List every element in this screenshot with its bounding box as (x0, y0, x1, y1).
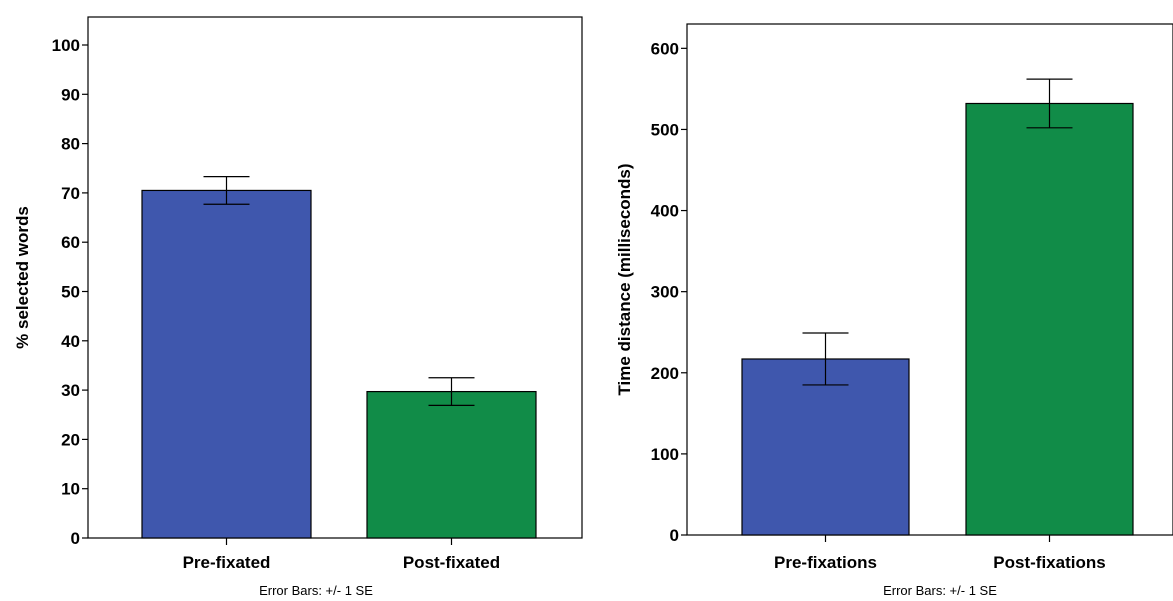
plot-frame (87, 16, 583, 539)
bar-pre-fixated (141, 189, 312, 539)
bar-post-fixated (366, 390, 537, 539)
y-tick-label: 40 (61, 332, 80, 351)
y-tick-label: 70 (61, 184, 80, 203)
x-category-label: Pre-fixated (183, 553, 271, 572)
x-category-label: Pre-fixations (774, 553, 877, 572)
y-tick-label: 100 (52, 36, 80, 55)
y-tick-label: 0 (71, 529, 80, 548)
bar-pre-fixations (741, 358, 910, 536)
y-tick-label: 30 (61, 381, 80, 400)
y-tick-label: 80 (61, 135, 80, 154)
y-tick-label: 400 (651, 202, 679, 221)
error-bars-footnote: Error Bars: +/- 1 SE (259, 583, 373, 598)
x-category-label: Post-fixations (993, 553, 1105, 572)
y-axis-title: Time distance (milliseconds) (615, 163, 634, 395)
y-tick-label: 200 (651, 364, 679, 383)
y-tick-label: 600 (651, 39, 679, 58)
y-axis-title: % selected words (13, 206, 32, 349)
x-category-label: Post-fixated (403, 553, 500, 572)
bar-post-fixations (965, 102, 1134, 536)
y-tick-label: 20 (61, 430, 80, 449)
chart-right: 0 100 200 300 400 500 600 Time distance (millis… (615, 23, 1173, 598)
y-tick-label: 50 (61, 283, 80, 302)
y-tick-label: 0 (670, 526, 679, 545)
chart-left: 0 10 20 30 40 50 60 70 80 90 100 % selected words Pr… (13, 16, 583, 598)
y-tick-label: 300 (651, 283, 679, 302)
y-tick-label: 10 (61, 480, 80, 499)
y-tick-label: 60 (61, 233, 80, 252)
y-tick-label: 100 (651, 445, 679, 464)
y-tick-label: 90 (61, 85, 80, 104)
y-tick-label: 500 (651, 120, 679, 139)
error-bars-footnote: Error Bars: +/- 1 SE (883, 583, 997, 598)
plot-frame (686, 23, 1173, 536)
